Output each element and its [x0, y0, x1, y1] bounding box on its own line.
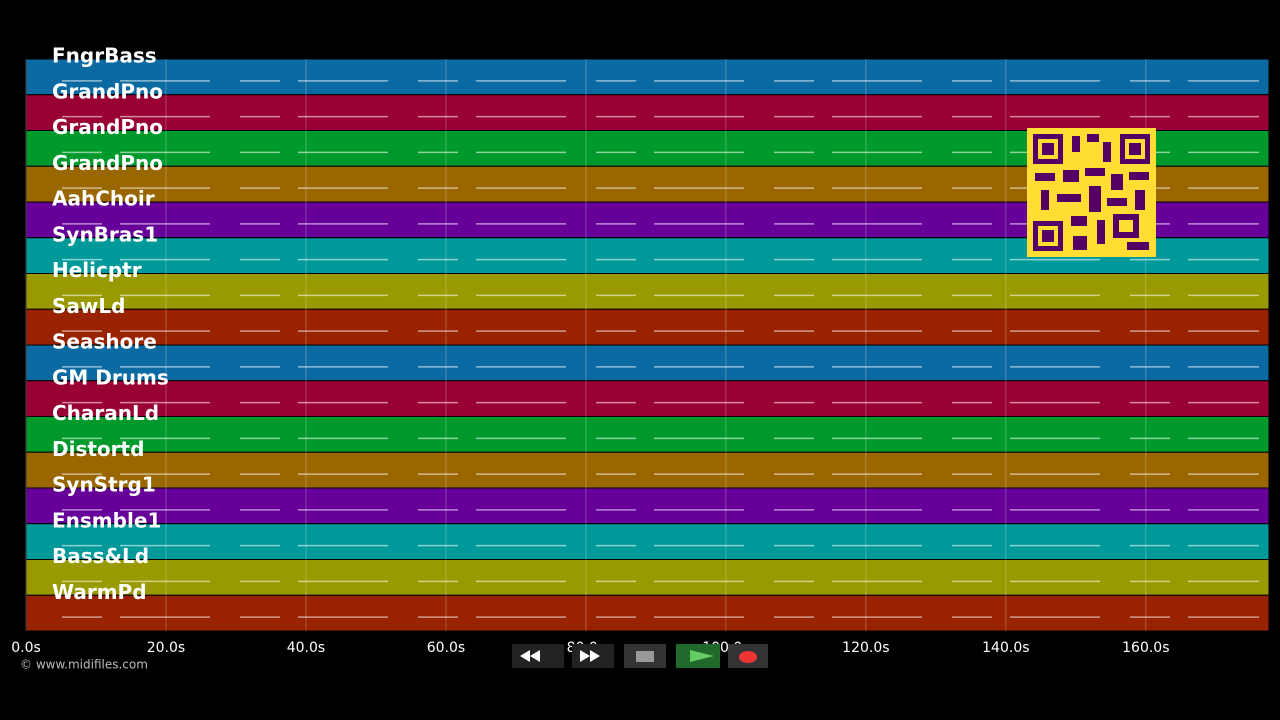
track-name: SynStrg1	[52, 473, 156, 497]
track-lane	[25, 487, 1270, 525]
track-name: AahChoir	[52, 187, 155, 211]
tick-label: 0.0s	[11, 640, 41, 656]
tick-label: 120.0s	[842, 640, 889, 656]
track-lane	[25, 523, 1270, 560]
track-name: SynBras1	[52, 222, 158, 246]
track-name: Seashore	[52, 330, 157, 354]
track-name: FngrBass	[52, 44, 157, 68]
qr-code	[1027, 128, 1156, 257]
tick-label: 60.0s	[427, 640, 465, 656]
track-name: Distortd	[52, 437, 144, 461]
playback-controls	[512, 644, 768, 668]
track-name: GM Drums	[52, 365, 169, 389]
track-name: Ensmble1	[52, 508, 161, 532]
track-name: Helicptr	[52, 258, 142, 282]
track-name: Bass&Ld	[52, 544, 149, 568]
track-name: WarmPd	[52, 580, 147, 604]
track-lane	[25, 559, 1270, 596]
track-lane	[25, 273, 1270, 310]
track-name: GrandPno	[52, 79, 163, 103]
track-lane	[25, 380, 1270, 417]
track-name: CharanLd	[52, 401, 159, 425]
tick-label: 40.0s	[287, 640, 325, 656]
track-lane	[25, 594, 1270, 632]
track-lane	[25, 58, 1270, 96]
tick-label: 140.0s	[982, 640, 1029, 656]
track-lane	[25, 451, 1270, 489]
track-lane	[25, 94, 1270, 131]
credit: © www.midifiles.com	[20, 658, 148, 672]
tick-label: 20.0s	[147, 640, 185, 656]
track-name: GrandPno	[52, 151, 163, 175]
track-lane	[25, 344, 1270, 382]
track-name: SawLd	[52, 294, 125, 318]
track-lane	[25, 416, 1270, 453]
tick-label: 160.0s	[1122, 640, 1169, 656]
track-name: GrandPno	[52, 115, 163, 139]
track-lane	[25, 308, 1270, 346]
